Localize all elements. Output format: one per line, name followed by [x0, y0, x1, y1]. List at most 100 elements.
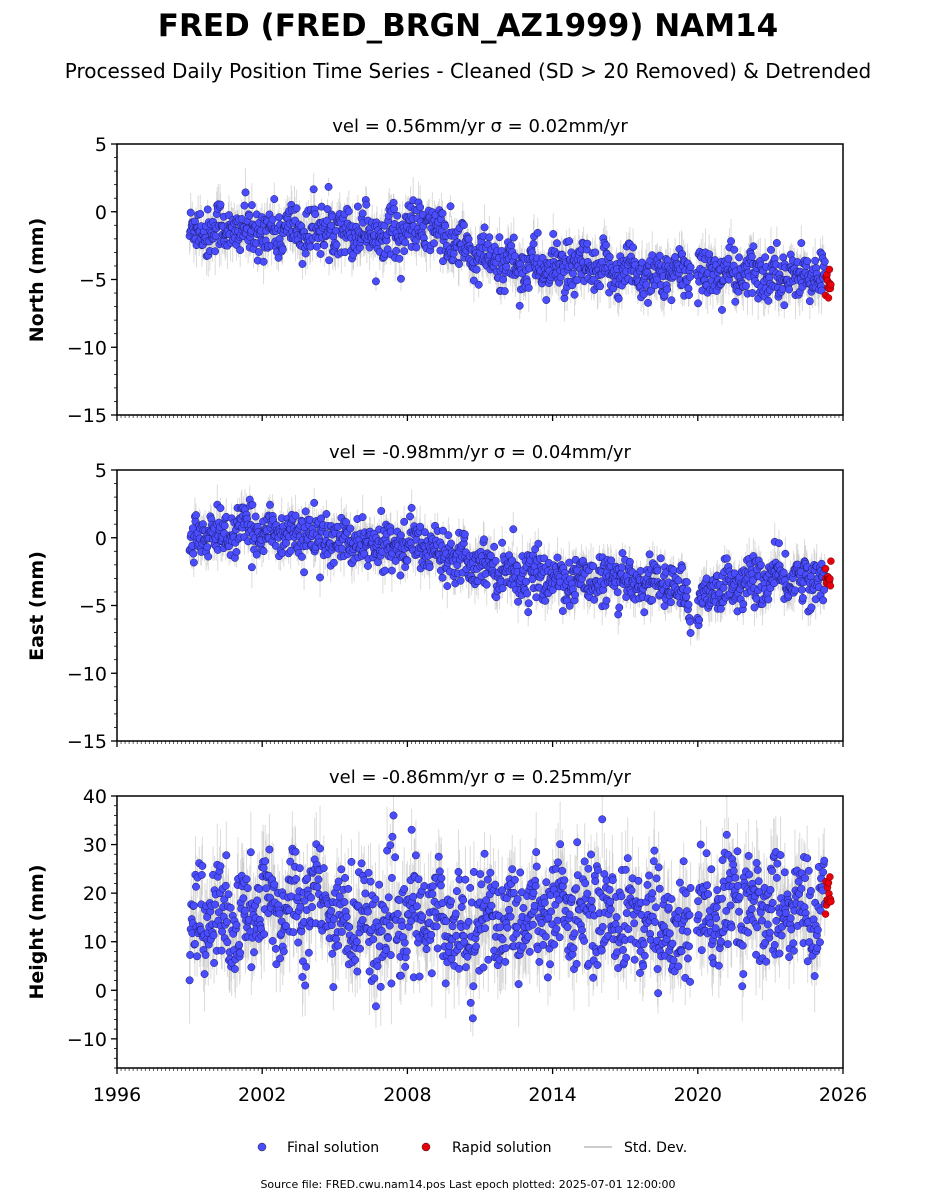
north-final-point [727, 237, 736, 246]
panel-east-plot: 5 0 −5 −10 −15 [67, 460, 844, 753]
north-ytick-label: −5 [79, 270, 107, 292]
east-final-point [558, 607, 567, 615]
panel-north-title: vel = 0.56mm/yr σ = 0.02mm/yr [332, 116, 628, 137]
north-final-point [686, 273, 695, 281]
north-final-point [301, 249, 310, 258]
panel-east: vel = -0.98mm/yr σ = 0.04mm/yr East (mm)… [26, 442, 844, 753]
east-final-point [617, 563, 626, 572]
east-final-point [607, 556, 616, 565]
north-final-point [254, 248, 263, 256]
north-ytick-label: −15 [67, 405, 107, 427]
north-final-point [327, 221, 336, 230]
east-final-point [666, 598, 675, 607]
north-rapid-point [824, 294, 833, 302]
panel-east-ylabel: East (mm) [26, 551, 48, 661]
north-final-point [764, 296, 773, 305]
north-final-point [236, 246, 245, 255]
east-final-point [686, 629, 695, 637]
north-final-point [400, 247, 409, 256]
north-rapid-point [825, 265, 834, 274]
panel-north-ylabel: North (mm) [26, 218, 48, 343]
north-final-point [401, 238, 410, 247]
north-final-point [455, 260, 463, 268]
east-final-point [482, 580, 491, 589]
east-final-point [683, 586, 692, 595]
north-final-point [323, 205, 332, 214]
north-final-point [247, 201, 256, 210]
north-final-point [805, 297, 814, 306]
north-final-point [430, 239, 438, 248]
north-final-point [605, 252, 614, 261]
north-final-point [663, 285, 672, 294]
north-final-point [502, 262, 511, 271]
north-final-point [524, 283, 533, 292]
east-final-point [534, 539, 543, 548]
north-final-point [767, 245, 775, 254]
north-final-point [485, 233, 494, 242]
north-final-point [797, 239, 806, 247]
north-final-point [459, 221, 468, 230]
east-final-point [645, 550, 654, 559]
east-final-point [460, 530, 469, 539]
figure-title: FRED (FRED_BRGN_AZ1999) NAM14 [158, 8, 778, 44]
east-final-point [329, 558, 338, 567]
east-final-point [189, 558, 198, 567]
east-final-point [425, 563, 434, 572]
north-final-point [694, 299, 702, 308]
north-final-point [705, 250, 714, 259]
east-ytick-label: 0 [95, 528, 107, 550]
north-final-point [275, 213, 283, 222]
east-final-point [514, 597, 523, 606]
north-final-point [449, 249, 458, 258]
north-final-point [644, 298, 652, 307]
north-final-point [332, 240, 341, 249]
north-final-point [278, 245, 287, 254]
north-final-point [480, 223, 489, 232]
east-final-point [491, 556, 500, 565]
east-ytick-label: 5 [95, 460, 107, 482]
north-final-point [274, 253, 283, 262]
east-final-point [648, 596, 657, 604]
east-final-point [571, 590, 580, 599]
east-final-point [695, 615, 704, 624]
east-final-point [342, 518, 351, 527]
east-final-point [251, 512, 260, 521]
east-ytick-label: −5 [79, 596, 107, 618]
east-final-point [400, 517, 409, 526]
east-final-point [377, 507, 386, 515]
north-final-point [735, 253, 743, 262]
east-final-point [678, 563, 687, 572]
north-final-point [583, 239, 592, 248]
east-final-point [653, 566, 662, 575]
north-final-point [772, 239, 781, 247]
east-final-point [300, 568, 309, 577]
north-final-point [416, 203, 425, 212]
north-final-point [241, 188, 250, 197]
east-ytick-label: −15 [67, 731, 107, 753]
north-final-point [446, 202, 455, 211]
east-final-point [259, 547, 268, 556]
east-final-point [674, 576, 683, 585]
east-final-point [615, 603, 624, 612]
north-final-point [614, 294, 623, 303]
east-final-point [524, 599, 533, 608]
north-final-point [362, 200, 371, 209]
north-final-point [724, 254, 733, 263]
east-final-point [387, 566, 396, 575]
east-final-point [602, 596, 611, 605]
east-final-point [684, 600, 693, 609]
east-final-point [456, 576, 465, 585]
north-final-point [438, 209, 447, 218]
north-final-point [312, 242, 321, 251]
north-ytick-label: −10 [67, 337, 107, 359]
panel-east-title: vel = -0.98mm/yr σ = 0.04mm/yr [329, 442, 632, 463]
east-final-point [232, 547, 241, 556]
east-final-point [444, 531, 453, 540]
east-final-point [216, 504, 225, 513]
north-final-point [211, 247, 220, 256]
east-final-point [346, 524, 355, 533]
north-final-point [749, 242, 758, 251]
north-final-point [811, 256, 820, 265]
east-final-point [590, 595, 599, 604]
east-final-point [403, 556, 412, 565]
